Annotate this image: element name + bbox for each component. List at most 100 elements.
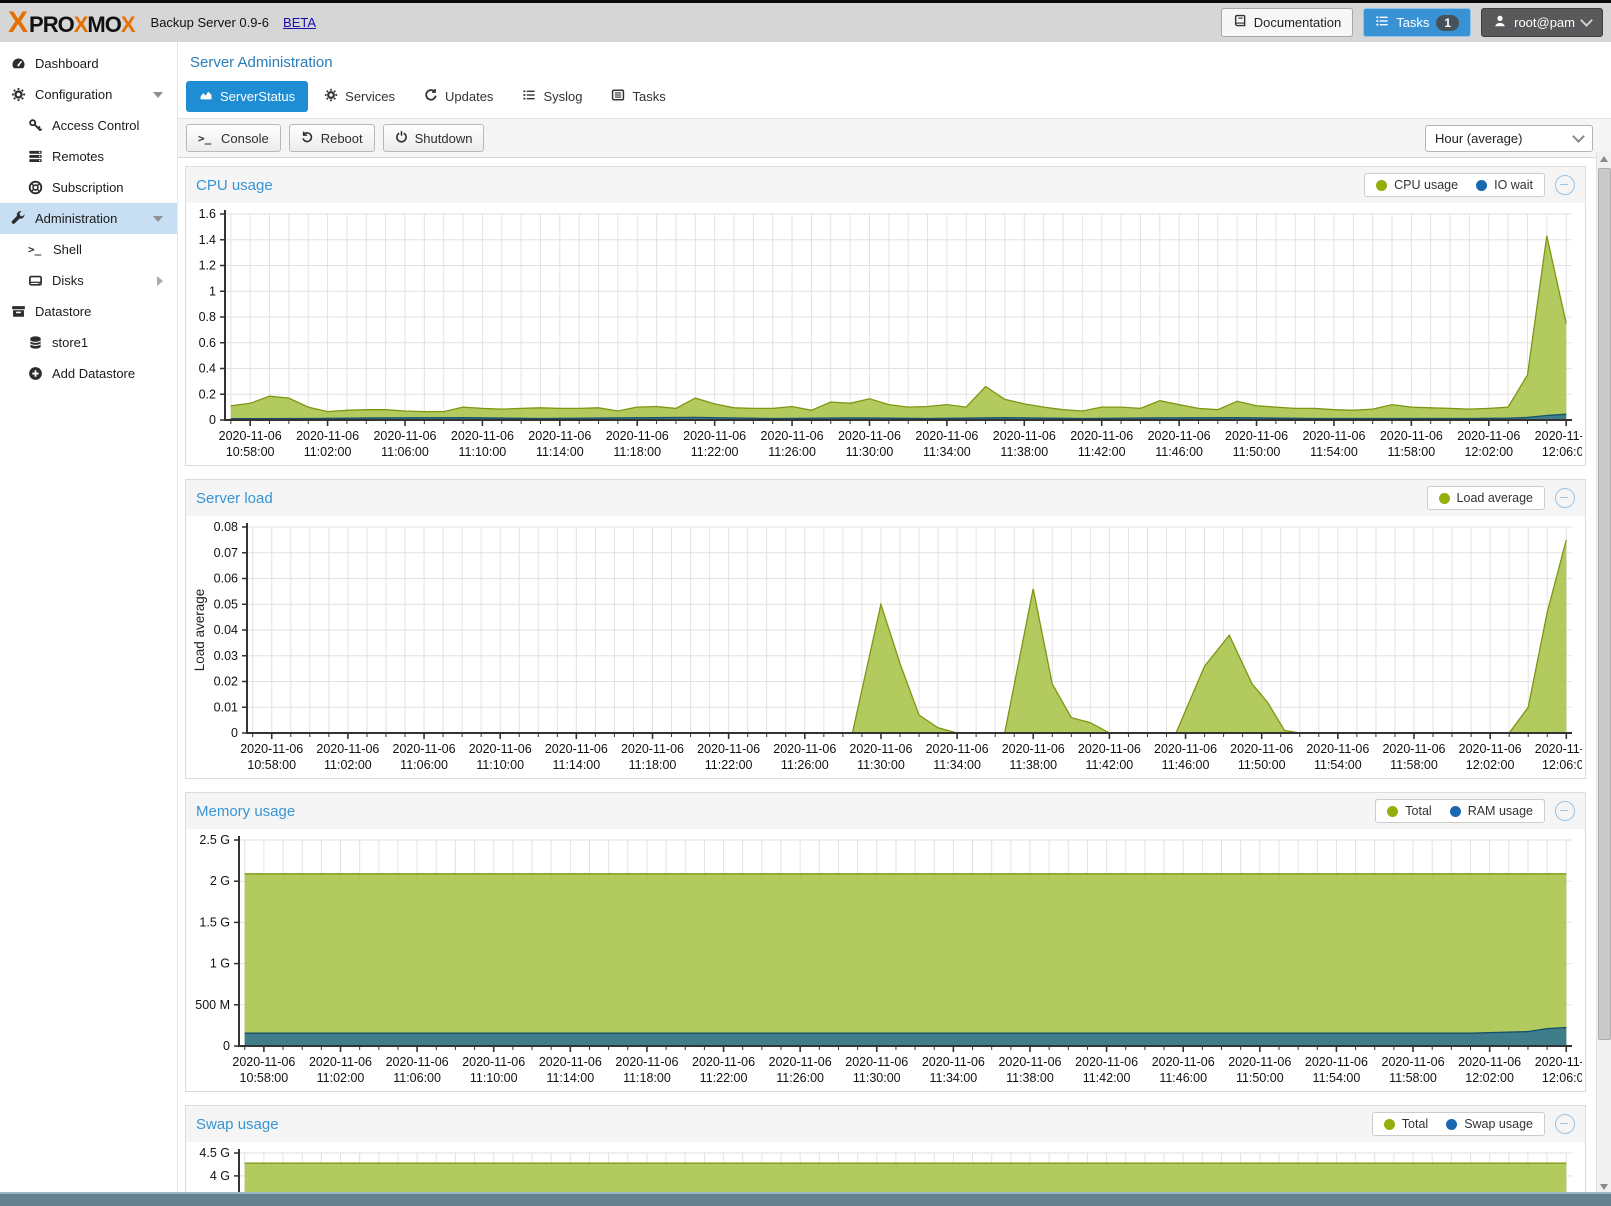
legend-dot: [1446, 1118, 1458, 1130]
svg-text:11:06:00: 11:06:00: [393, 1071, 441, 1085]
collapse-panel-button[interactable]: [1555, 175, 1575, 195]
beta-link[interactable]: BETA: [283, 15, 317, 30]
sidebar-item-dashboard[interactable]: Dashboard: [0, 48, 177, 79]
svg-text:0: 0: [209, 413, 216, 427]
sidebar-item-shell[interactable]: >_ Shell: [28, 242, 82, 257]
legend-item-total[interactable]: Total: [1387, 804, 1432, 818]
sidebar-item-datastore[interactable]: Datastore: [0, 296, 177, 327]
svg-text:0.02: 0.02: [214, 675, 238, 689]
svg-text:11:18:00: 11:18:00: [613, 445, 661, 459]
charts-container: CPU usage CPU usage IO wait 0 0.2 0.4 0.6 0.…: [178, 158, 1611, 1194]
svg-text:2020-11-06: 2020-11-06: [1535, 429, 1582, 443]
svg-text:0.2: 0.2: [199, 387, 216, 401]
tab-tasks[interactable]: Tasks: [598, 81, 678, 112]
svg-text:11:54:00: 11:54:00: [1310, 445, 1358, 459]
svg-text:2020-11-06: 2020-11-06: [1382, 742, 1445, 756]
tab-syslog[interactable]: Syslog: [509, 81, 595, 112]
shutdown-button[interactable]: Shutdown: [382, 124, 485, 152]
svg-text:11:14:00: 11:14:00: [546, 1071, 594, 1085]
legend-item-io-wait[interactable]: IO wait: [1476, 178, 1533, 192]
collapse-arrow-icon[interactable]: [153, 216, 163, 222]
sidebar-item-remotes[interactable]: Remotes: [0, 141, 177, 172]
svg-text:11:50:00: 11:50:00: [1236, 1071, 1284, 1085]
collapse-arrow-icon[interactable]: [153, 92, 163, 98]
panel-title: Memory usage: [196, 802, 296, 820]
sidebar-item-administration[interactable]: Administration: [0, 203, 177, 234]
collapse-panel-button[interactable]: [1555, 488, 1575, 508]
proxmox-x-icon: X: [8, 5, 28, 39]
svg-text:10:58:00: 10:58:00: [240, 1071, 289, 1085]
svg-text:2020-11-06: 2020-11-06: [922, 1055, 985, 1069]
sidebar-item-store1[interactable]: store1: [0, 327, 177, 358]
tab-bar: ServerStatus Services Updates Syslog Tas…: [178, 77, 1611, 112]
svg-text:11:38:00: 11:38:00: [1000, 445, 1048, 459]
sidebar-item-configuration[interactable]: Configuration: [0, 79, 177, 110]
panel-body: 0 0.2 0.4 0.6 0.8 1 1.2 1.4 1.6 2020-11-06 10:58:0…: [186, 203, 1585, 465]
scroll-down-arrow-icon[interactable]: [1600, 1184, 1608, 1190]
legend-item-cpu-usage[interactable]: CPU usage: [1376, 178, 1458, 192]
svg-text:11:42:00: 11:42:00: [1083, 1071, 1131, 1085]
svg-text:12:02:00: 12:02:00: [1466, 758, 1515, 772]
legend-item-load-average[interactable]: Load average: [1438, 491, 1533, 505]
svg-text:Load average: Load average: [192, 589, 207, 672]
svg-text:11:14:00: 11:14:00: [552, 758, 600, 772]
time-range-dropdown[interactable]: Hour (average): [1425, 124, 1593, 152]
database-icon: [28, 335, 43, 350]
tasks-button[interactable]: Tasks 1: [1363, 8, 1472, 37]
panel-title: Swap usage: [196, 1115, 279, 1133]
svg-text:12:06:00: 12:06:00: [1542, 1071, 1582, 1085]
svg-text:2020-11-06: 2020-11-06: [393, 742, 456, 756]
tab-serverstatus[interactable]: ServerStatus: [186, 81, 309, 112]
svg-text:2020-11-06: 2020-11-06: [219, 429, 282, 443]
terminal-icon: >_: [198, 131, 212, 145]
list-alt-icon: [611, 88, 625, 105]
svg-text:11:58:00: 11:58:00: [1390, 758, 1438, 772]
svg-text:12:06:00: 12:06:00: [1542, 758, 1582, 772]
svg-text:12:02:00: 12:02:00: [1464, 445, 1513, 459]
svg-text:11:34:00: 11:34:00: [923, 445, 971, 459]
collapse-panel-button[interactable]: [1555, 1114, 1575, 1134]
svg-text:2020-11-06: 2020-11-06: [1230, 742, 1293, 756]
svg-text:11:34:00: 11:34:00: [930, 1071, 978, 1085]
svg-text:2020-11-06: 2020-11-06: [528, 429, 591, 443]
legend-item-ram-usage[interactable]: RAM usage: [1449, 804, 1533, 818]
svg-text:0: 0: [223, 1039, 230, 1053]
legend-dot: [1376, 179, 1388, 191]
panel-header: Server load Load average: [186, 480, 1585, 516]
documentation-button[interactable]: Documentation: [1220, 8, 1354, 37]
refresh-icon: [424, 88, 438, 105]
tab-updates[interactable]: Updates: [411, 81, 506, 112]
legend-item-total[interactable]: Total: [1383, 1117, 1428, 1131]
svg-text:2020-11-06: 2020-11-06: [462, 1055, 525, 1069]
svg-text:10:58:00: 10:58:00: [226, 445, 275, 459]
svg-text:11:50:00: 11:50:00: [1238, 758, 1286, 772]
scroll-up-arrow-icon[interactable]: [1600, 156, 1608, 162]
svg-text:11:18:00: 11:18:00: [629, 758, 677, 772]
scrollbar-thumb[interactable]: [1598, 168, 1611, 1040]
sidebar-item-subscription[interactable]: Subscription: [0, 172, 177, 203]
hard-disk-icon: [28, 273, 43, 288]
vertical-scrollbar[interactable]: [1596, 152, 1611, 1194]
sidebar-item-access-control[interactable]: Access Control: [0, 110, 177, 141]
svg-text:2020-11-06: 2020-11-06: [1306, 742, 1369, 756]
svg-text:11:26:00: 11:26:00: [776, 1071, 824, 1085]
key-icon: [28, 118, 43, 133]
sidebar-item-disks[interactable]: Disks: [0, 265, 177, 296]
svg-text:1.2: 1.2: [199, 259, 216, 273]
console-button[interactable]: >_ Console: [186, 124, 281, 152]
tab-services[interactable]: Services: [311, 81, 408, 112]
collapse-panel-button[interactable]: [1555, 801, 1575, 821]
svg-text:2020-11-06: 2020-11-06: [683, 429, 746, 443]
undo-icon: [301, 130, 314, 146]
svg-text:2020-11-06: 2020-11-06: [451, 429, 514, 443]
legend-item-swap-usage[interactable]: Swap usage: [1446, 1117, 1533, 1131]
user-menu-button[interactable]: root@pam: [1481, 8, 1603, 37]
svg-text:0.05: 0.05: [214, 597, 238, 611]
sidebar-item-add-datastore[interactable]: Add Datastore: [0, 358, 177, 389]
reboot-button[interactable]: Reboot: [288, 124, 375, 152]
submenu-arrow-icon[interactable]: [157, 276, 163, 286]
svg-text:11:58:00: 11:58:00: [1387, 445, 1435, 459]
svg-text:11:38:00: 11:38:00: [1009, 758, 1057, 772]
svg-text:2020-11-06: 2020-11-06: [373, 429, 436, 443]
